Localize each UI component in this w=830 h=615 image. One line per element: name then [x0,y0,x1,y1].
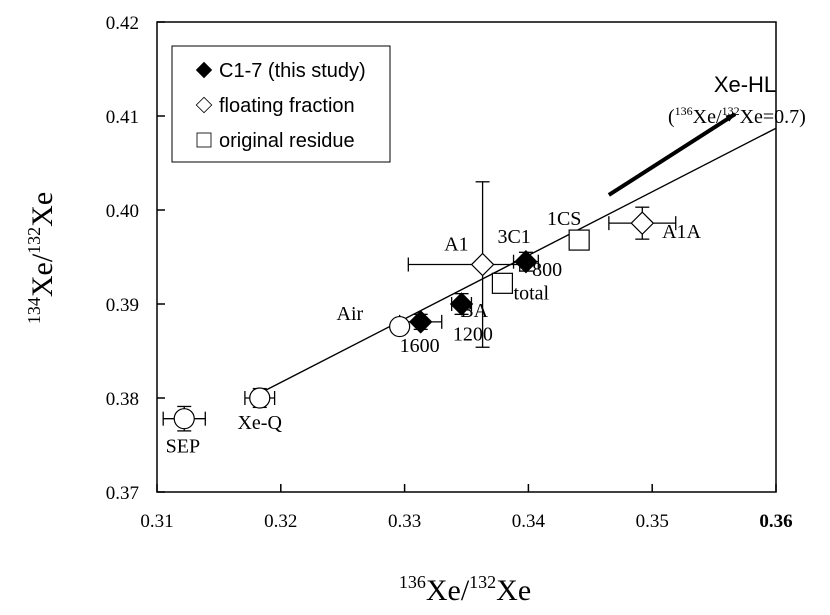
point-label: BA [460,300,488,322]
x-axis-title-part: Xe [496,574,531,607]
data-point-open-diamond [470,252,495,277]
data-point-open-square [491,272,514,294]
point-label: A1 [444,233,468,255]
data-point-open-circle [389,315,411,338]
x-tick-label: 0.35 [636,511,669,532]
y-axis-title-superscript: 132 [24,227,44,254]
point-label: Xe-Q [237,412,282,434]
y-tick-label: 0.37 [106,483,139,504]
x-tick-label: 0.33 [388,511,421,532]
point-label: 800 [532,259,562,281]
point-label: total [514,282,550,304]
data-point-open-circle [249,387,271,409]
x-tick-label: 0.31 [140,511,173,532]
point-label: A1A [662,221,701,243]
legend: C1-7 (this study) floating fraction origin… [171,45,391,163]
data-point-open-circle [173,408,195,430]
y-axis-title-part: Xe/ [26,253,59,297]
point-label: 1200 [453,324,493,346]
x-axis-title: 136Xe/132Xe [399,572,531,607]
legend-marker-open-square [196,132,212,148]
legend-marker-filled-diamond [195,61,213,79]
y-tick-label: 0.38 [106,389,139,410]
legend-label: original residue [219,130,355,152]
x-axis-title-part: Xe/ [426,574,470,607]
xe-hl-note-part: ( [668,106,675,128]
xe-hl-note-superscript: 132 [722,104,740,118]
point-label: 3C1 [497,226,530,248]
point-label: Air [337,303,364,325]
xe-hl-note-superscript: 136 [675,104,693,118]
y-tick-label: 0.39 [106,295,139,316]
point-label: 1CS [547,208,581,230]
point-label: 1600 [400,335,440,357]
x-axis-title-superscript: 132 [469,572,496,592]
point-label: SEP [166,436,200,458]
y-axis-title: 134Xe/132Xe [24,192,59,324]
x-tick-label: 0.36 [759,511,792,532]
legend-label: floating fraction [219,95,355,117]
legend-label: C1-7 (this study) [219,60,366,82]
x-axis-title-superscript: 136 [399,572,426,592]
data-point-open-diamond [630,211,655,236]
x-tick-label: 0.32 [264,511,297,532]
xe-hl-arrow [607,112,737,197]
xe-hl-note-part: Xe=0.7) [740,106,806,128]
y-tick-label: 0.42 [106,13,139,34]
data-point-filled-diamond [449,292,474,316]
data-point-filled-diamond [408,310,433,334]
legend-marker-open-diamond [195,96,213,114]
xe-hl-note-part: Xe/ [693,106,722,128]
plot-area-border [156,21,777,493]
x-tick-label: 0.34 [512,511,546,532]
data-point-filled-diamond [514,249,538,274]
data-point-open-square [568,229,590,251]
y-tick-label: 0.41 [106,107,139,128]
y-axis-title-superscript: 134 [24,297,44,324]
xe-hl-label: Xe-HL [714,72,776,97]
xe-hl-ratio-note: (136Xe/132Xe=0.7) [668,104,806,128]
y-axis-title-part: Xe [26,192,59,227]
y-tick-label: 0.40 [106,201,139,222]
